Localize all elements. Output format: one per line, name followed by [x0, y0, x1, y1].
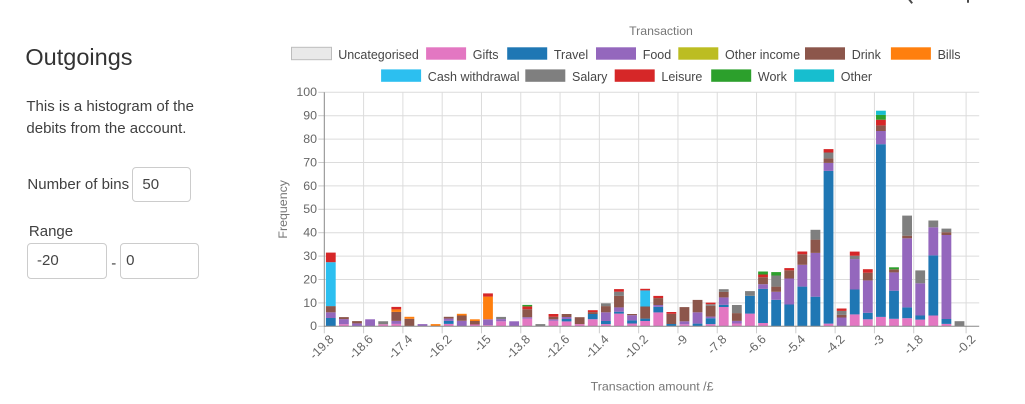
svg-text:40: 40 — [303, 226, 317, 240]
svg-text:-3: -3 — [869, 332, 887, 350]
svg-text:60: 60 — [303, 179, 317, 193]
svg-text:-12.6: -12.6 — [543, 332, 573, 362]
svg-text:Bills: Bills — [938, 48, 961, 62]
svg-text:-18.6: -18.6 — [346, 332, 376, 362]
svg-text:Salary: Salary — [572, 70, 608, 84]
svg-text:-13.8: -13.8 — [503, 332, 533, 362]
svg-text:0: 0 — [310, 319, 317, 333]
svg-text:Drink: Drink — [852, 48, 882, 62]
svg-text:10: 10 — [303, 296, 317, 310]
svg-text:-9: -9 — [673, 332, 691, 350]
svg-text:90: 90 — [303, 109, 317, 123]
svg-text:Other income: Other income — [725, 48, 800, 62]
svg-text:Frequency: Frequency — [276, 179, 290, 238]
svg-text:Transaction: Transaction — [629, 24, 693, 38]
svg-text:-17.4: -17.4 — [385, 332, 415, 362]
svg-text:Work: Work — [758, 70, 788, 84]
svg-text:Cash withdrawal: Cash withdrawal — [428, 70, 520, 84]
svg-text:-0.2: -0.2 — [953, 332, 978, 357]
svg-text:-7.8: -7.8 — [705, 332, 730, 357]
svg-text:Gifts: Gifts — [473, 48, 499, 62]
svg-text:-11.4: -11.4 — [582, 332, 611, 361]
svg-text:20: 20 — [303, 272, 317, 286]
svg-text:Other: Other — [841, 70, 872, 84]
svg-text:Transaction amount /£: Transaction amount /£ — [591, 380, 714, 394]
svg-text:Food: Food — [643, 48, 672, 62]
svg-text:-19.8: -19.8 — [307, 332, 337, 362]
svg-text:Travel: Travel — [554, 48, 588, 62]
svg-text:80: 80 — [303, 132, 317, 146]
svg-text:100: 100 — [296, 85, 317, 99]
svg-text:-16.2: -16.2 — [425, 332, 455, 362]
svg-text:-1.8: -1.8 — [901, 332, 926, 357]
svg-text:-10.2: -10.2 — [621, 332, 651, 362]
svg-text:Leisure: Leisure — [661, 70, 702, 84]
svg-text:Uncategorised: Uncategorised — [338, 48, 419, 62]
svg-text:30: 30 — [303, 249, 317, 263]
svg-text:-6.6: -6.6 — [744, 332, 769, 357]
svg-text:50: 50 — [303, 202, 317, 216]
svg-text:-15: -15 — [471, 332, 494, 355]
svg-text:-4.2: -4.2 — [822, 332, 847, 357]
svg-text:70: 70 — [303, 155, 317, 169]
svg-text:-5.4: -5.4 — [783, 332, 808, 357]
